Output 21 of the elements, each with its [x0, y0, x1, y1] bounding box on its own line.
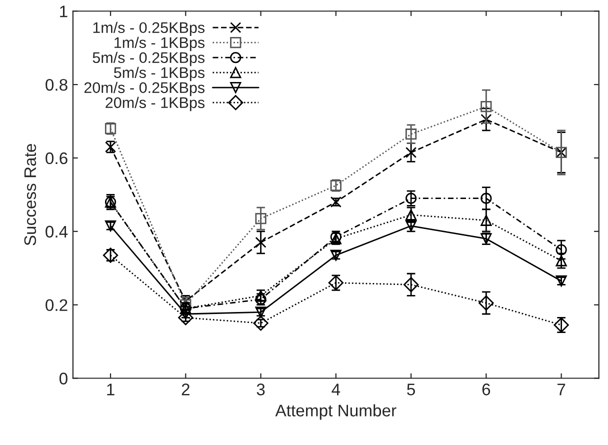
- legend-label: 20m/s - 1KBps: [106, 96, 205, 112]
- legend-label: 1m/s - 0.25KBps: [93, 22, 205, 36]
- x-tick-label: 7: [558, 384, 566, 396]
- legend-label: 5m/s - 1KBps: [114, 66, 205, 82]
- legend-label: 20m/s - 0.25KBps: [84, 82, 205, 96]
- y-tick-label: 1: [60, 6, 68, 18]
- y-axis-title: Success Rate: [24, 144, 36, 246]
- x-tick-label: 4: [332, 384, 340, 396]
- y-tick-label: 0.2: [46, 299, 68, 312]
- x-tick-label: 1: [107, 384, 114, 396]
- y-tick-label: 0.4: [46, 226, 68, 238]
- x-tick-label: 3: [256, 384, 265, 396]
- y-tick-label: 0.8: [46, 78, 68, 91]
- legend-label: 5m/s - 0.25KBps: [92, 52, 205, 66]
- x-tick-label: 6: [482, 384, 490, 396]
- x-tick-label: 2: [182, 384, 190, 396]
- x-tick-label: 5: [407, 384, 415, 396]
- y-tick-label: 0: [59, 372, 68, 384]
- y-tick-label: 0.6: [46, 152, 68, 164]
- x-axis-title: Attempt Number: [275, 404, 396, 420]
- legend-label: 1m/s - 1KBps: [114, 36, 205, 52]
